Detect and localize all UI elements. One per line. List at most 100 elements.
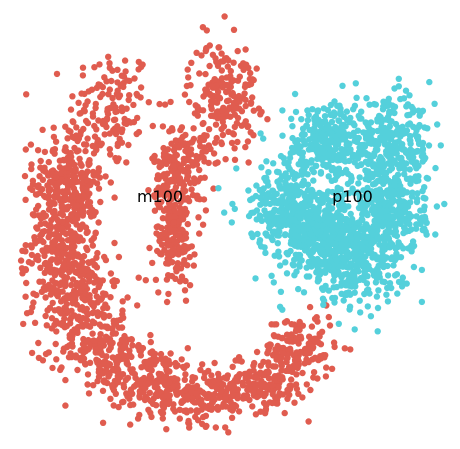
- scatter-point-m100: [128, 389, 135, 396]
- scatter-point-p100: [321, 113, 329, 120]
- scatter-point-m100: [271, 333, 278, 340]
- scatter-point-m100: [45, 234, 52, 241]
- scatter-point-m100: [80, 141, 88, 148]
- scatter-point-m100: [115, 253, 123, 261]
- scatter-point-m100: [265, 362, 272, 369]
- scatter-point-p100: [406, 136, 413, 143]
- scatter-point-m100: [262, 390, 269, 397]
- scatter-point-p100: [423, 231, 430, 238]
- scatter-point-m100: [305, 418, 312, 425]
- scatter-point-p100: [295, 285, 302, 293]
- scatter-point-p100: [399, 160, 406, 167]
- scatter-point-m100: [136, 411, 143, 419]
- scatter-point-p100: [370, 272, 378, 279]
- scatter-point-m100: [45, 281, 52, 289]
- scatter-point-p100: [317, 170, 325, 177]
- scatter-point-m100: [74, 366, 81, 374]
- scatter-point-m100: [50, 284, 57, 291]
- scatter-point-p100: [397, 210, 404, 218]
- scatter-point-p100: [383, 291, 390, 298]
- scatter-point-m100: [93, 309, 100, 316]
- scatter-point-p100: [215, 185, 222, 192]
- scatter-point-p100: [327, 233, 334, 241]
- scatter-point-m100: [196, 70, 203, 77]
- scatter-point-m100: [201, 144, 208, 151]
- scatter-point-m100: [176, 415, 183, 422]
- scatter-point-m100: [181, 376, 188, 383]
- scatter-point-p100: [397, 220, 404, 227]
- scatter-point-m100: [40, 238, 47, 246]
- scatter-point-p100: [378, 195, 385, 203]
- scatter-point-p100: [374, 223, 381, 230]
- scatter-point-m100: [218, 50, 225, 57]
- scatter-point-m100: [37, 164, 44, 171]
- scatter-point-m100: [219, 131, 227, 139]
- scatter-point-m100: [89, 206, 96, 214]
- scatter-point-m100: [182, 230, 189, 237]
- scatter-point-m100: [109, 354, 117, 361]
- scatter-point-m100: [323, 364, 330, 371]
- scatter-point-p100: [351, 273, 358, 280]
- scatter-point-m100: [64, 135, 71, 142]
- scatter-point-p100: [327, 101, 335, 109]
- scatter-point-p100: [360, 274, 367, 281]
- scatter-point-m100: [48, 217, 55, 224]
- scatter-point-p100: [316, 189, 323, 197]
- scatter-point-m100: [123, 159, 130, 166]
- scatter-point-p100: [329, 294, 336, 302]
- scatter-point-m100: [71, 218, 79, 225]
- scatter-point-m100: [222, 424, 229, 431]
- scatter-point-p100: [420, 194, 427, 201]
- scatter-point-m100: [250, 76, 257, 84]
- scatter-point-m100: [23, 310, 31, 317]
- scatter-point-m100: [272, 346, 279, 353]
- scatter-point-m100: [224, 63, 231, 70]
- scatter-point-p100: [229, 200, 236, 208]
- scatter-point-m100: [158, 241, 166, 248]
- scatter-point-m100: [151, 193, 159, 201]
- scatter-point-m100: [59, 188, 66, 196]
- scatter-point-m100: [213, 99, 221, 106]
- scatter-point-p100: [317, 228, 324, 236]
- scatter-point-m100: [120, 314, 127, 321]
- scatter-point-m100: [252, 411, 260, 418]
- scatter-point-m100: [242, 102, 249, 110]
- scatter-point-m100: [69, 276, 77, 283]
- scatter-point-m100: [81, 296, 88, 303]
- scatter-point-p100: [385, 221, 392, 228]
- scatter-point-m100: [184, 220, 191, 228]
- scatter-point-m100: [281, 409, 288, 417]
- scatter-point-m100: [173, 363, 180, 370]
- scatter-point-m100: [292, 381, 300, 388]
- scatter-point-p100: [384, 272, 392, 279]
- scatter-point-m100: [190, 135, 198, 143]
- scatter-point-m100: [27, 141, 35, 148]
- scatter-point-m100: [25, 258, 33, 266]
- scatter-point-m100: [17, 257, 25, 264]
- scatter-point-p100: [253, 182, 260, 189]
- scatter-point-m100: [93, 172, 100, 179]
- scatter-point-p100: [393, 150, 400, 157]
- scatter-point-m100: [157, 355, 165, 362]
- scatter-point-p100: [326, 126, 333, 133]
- scatter-point-m100: [53, 328, 60, 335]
- scatter-point-p100: [289, 261, 296, 268]
- scatter-point-m100: [105, 346, 113, 354]
- scatter-point-m100: [261, 410, 269, 417]
- scatter-point-m100: [114, 377, 121, 384]
- scatter-point-p100: [325, 173, 332, 180]
- scatter-point-m100: [86, 190, 93, 197]
- scatter-point-m100: [98, 323, 105, 330]
- scatter-point-m100: [73, 301, 81, 308]
- scatter-point-m100: [117, 371, 125, 378]
- scatter-point-p100: [407, 146, 414, 153]
- scatter-point-m100: [91, 287, 99, 295]
- scatter-point-p100: [351, 326, 358, 333]
- scatter-point-m100: [230, 59, 237, 66]
- scatter-point-p100: [328, 118, 336, 126]
- scatter-point-m100: [130, 101, 137, 109]
- scatter-point-m100: [99, 419, 107, 426]
- scatter-point-m100: [322, 373, 330, 380]
- scatter-point-m100: [36, 173, 43, 180]
- scatter-point-p100: [380, 103, 387, 110]
